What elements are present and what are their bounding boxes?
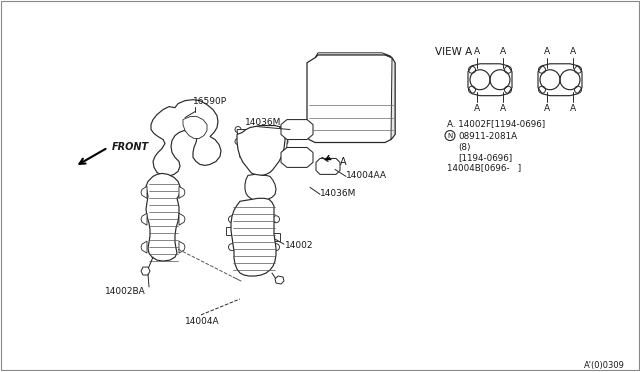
Circle shape [301, 148, 309, 157]
Text: VIEW A: VIEW A [435, 47, 472, 57]
Polygon shape [151, 100, 221, 176]
Text: [1194-0696]: [1194-0696] [458, 154, 512, 163]
Circle shape [301, 121, 309, 129]
Text: 14036M: 14036M [320, 189, 356, 198]
Polygon shape [141, 267, 150, 275]
Polygon shape [273, 126, 289, 154]
Text: A: A [474, 104, 480, 113]
Text: A: A [474, 47, 480, 56]
Polygon shape [179, 241, 185, 253]
Text: A: A [544, 104, 550, 113]
Text: (8): (8) [458, 144, 470, 153]
Text: 16590P: 16590P [193, 97, 227, 106]
Text: A. 14002F[1194-0696]: A. 14002F[1194-0696] [447, 119, 545, 129]
Ellipse shape [366, 78, 388, 94]
Text: A: A [500, 104, 506, 113]
Circle shape [143, 270, 147, 273]
Circle shape [301, 131, 309, 138]
Polygon shape [237, 129, 253, 157]
Circle shape [331, 166, 337, 172]
Polygon shape [316, 158, 340, 174]
Text: 14004A: 14004A [185, 317, 220, 326]
Circle shape [319, 160, 325, 166]
Polygon shape [146, 173, 180, 261]
Polygon shape [179, 186, 185, 198]
Bar [270, 233, 280, 241]
Circle shape [319, 166, 325, 172]
Polygon shape [141, 241, 147, 253]
Text: 14002: 14002 [285, 241, 314, 250]
Circle shape [331, 160, 337, 166]
Polygon shape [275, 276, 284, 284]
Circle shape [285, 131, 293, 138]
Polygon shape [281, 119, 313, 140]
Text: A: A [570, 47, 576, 56]
Ellipse shape [369, 81, 385, 91]
Bar [226, 227, 236, 235]
Circle shape [285, 121, 293, 129]
Text: 14002BA: 14002BA [105, 287, 146, 296]
Circle shape [285, 148, 293, 157]
Text: 08911-2081A: 08911-2081A [458, 132, 517, 141]
Text: 14004AA: 14004AA [346, 171, 387, 180]
Polygon shape [237, 126, 285, 175]
Circle shape [301, 158, 309, 166]
Polygon shape [179, 213, 185, 225]
Text: FRONT: FRONT [112, 141, 149, 151]
Polygon shape [307, 55, 395, 142]
Text: A: A [340, 157, 347, 167]
Polygon shape [183, 116, 207, 138]
Text: 14004B[0696-   ]: 14004B[0696- ] [447, 163, 521, 173]
Ellipse shape [322, 82, 344, 98]
Polygon shape [281, 147, 313, 167]
Text: A: A [544, 47, 550, 56]
Circle shape [285, 158, 293, 166]
Text: A: A [500, 47, 506, 56]
Ellipse shape [344, 80, 366, 96]
Text: A: A [570, 104, 576, 113]
Ellipse shape [325, 85, 341, 94]
Polygon shape [255, 128, 271, 155]
Ellipse shape [347, 83, 363, 93]
Polygon shape [141, 186, 147, 198]
Polygon shape [391, 58, 395, 140]
Text: A'(0)0309: A'(0)0309 [584, 361, 625, 370]
Text: N: N [447, 132, 452, 138]
Polygon shape [315, 53, 392, 58]
Polygon shape [231, 198, 276, 276]
Text: 14036M: 14036M [245, 118, 282, 126]
Polygon shape [245, 174, 276, 200]
Polygon shape [141, 213, 147, 225]
